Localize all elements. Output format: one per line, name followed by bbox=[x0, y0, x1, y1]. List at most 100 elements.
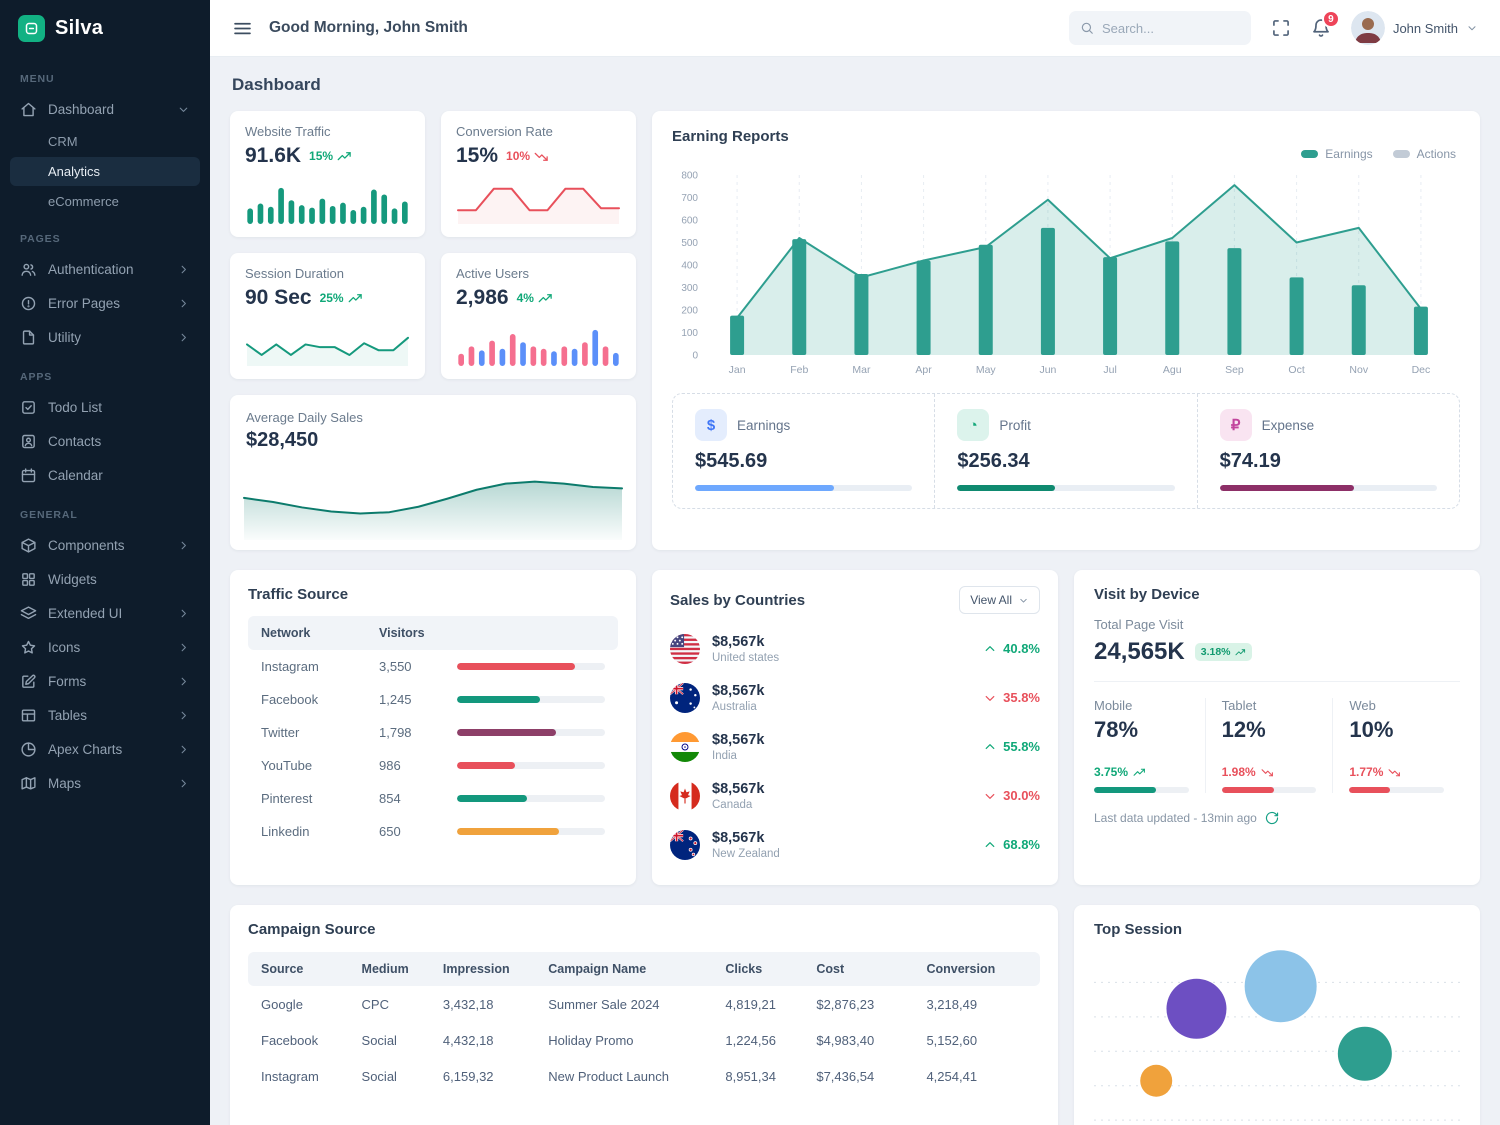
sidebar-item-calendar[interactable]: Calendar bbox=[10, 459, 200, 492]
stat-value: 91.6K bbox=[245, 144, 302, 167]
fullscreen-icon bbox=[1271, 18, 1291, 38]
svg-text:400: 400 bbox=[681, 261, 698, 272]
currency-icon: ₽ bbox=[1219, 409, 1252, 441]
device-bar bbox=[1349, 787, 1445, 793]
legend-swatch bbox=[1392, 150, 1410, 158]
trend-up-icon bbox=[348, 291, 363, 306]
stat-card-website-traffic: Website Traffic 91.6K 15% bbox=[230, 111, 425, 237]
stat-card-conversion-rate: Conversion Rate 15% 10% bbox=[441, 111, 636, 237]
average-daily-sales-value: $28,450 bbox=[246, 429, 319, 451]
search-input[interactable] bbox=[1101, 20, 1232, 36]
earning-reports-chart: 0 100 200 300 400 500 600 700 800 Jan Feb Mar Apr May… bbox=[672, 165, 1460, 379]
menu-toggle-icon[interactable] bbox=[232, 18, 253, 39]
chevron-right-icon bbox=[177, 777, 190, 790]
chevron-right-icon bbox=[177, 331, 190, 344]
progress-bar bbox=[957, 485, 1175, 491]
stat-title: Session Duration bbox=[245, 266, 344, 281]
grid-icon bbox=[20, 571, 37, 588]
stat-value: 15% bbox=[456, 144, 499, 167]
active-users-chart bbox=[456, 321, 621, 366]
top-bar: Good Morning, John Smith 9 John Smith bbox=[210, 0, 1500, 57]
campaign-source-card: Campaign Source Source Medium Impression… bbox=[230, 905, 1058, 1125]
sidebar-item-todo-list[interactable]: Todo List bbox=[10, 391, 200, 424]
table-row: Instagram 3,550 bbox=[248, 650, 618, 683]
stat-value: 2,986 bbox=[456, 286, 509, 309]
last-updated-text: Last data updated - 13min ago bbox=[1094, 811, 1257, 825]
trend-up-icon bbox=[337, 149, 352, 164]
svg-text:Feb: Feb bbox=[790, 364, 808, 376]
svg-text:0: 0 bbox=[692, 351, 698, 362]
sidebar-item-contacts[interactable]: Contacts bbox=[10, 425, 200, 458]
sidebar-item-analytics[interactable]: Analytics bbox=[10, 157, 200, 186]
sidebar-item-components[interactable]: Components bbox=[10, 529, 200, 562]
sidebar-item-forms[interactable]: Forms bbox=[10, 665, 200, 698]
svg-text:100: 100 bbox=[681, 328, 698, 339]
summary-earnings: $ Earnings $545.69 bbox=[673, 394, 934, 508]
card-subtitle: Average Daily Sales bbox=[246, 410, 363, 425]
country-row-new-zealand: $8,567k New Zealand 68.8% bbox=[670, 820, 1040, 869]
user-name: John Smith bbox=[1392, 20, 1458, 36]
dollar-icon: $ bbox=[695, 409, 727, 441]
chevron-right-icon bbox=[177, 641, 190, 654]
notifications-button[interactable]: 9 bbox=[1311, 10, 1340, 38]
country-change: 30.0% bbox=[983, 788, 1040, 803]
visitors-bar bbox=[457, 663, 605, 670]
stat-delta: 15% bbox=[309, 149, 352, 164]
card-title: Campaign Source bbox=[248, 921, 376, 938]
sidebar-item-dashboard[interactable]: Dashboard bbox=[10, 93, 200, 126]
visitors-bar bbox=[457, 795, 605, 802]
legend-actions: Actions bbox=[1392, 147, 1456, 161]
sidebar-item-utility[interactable]: Utility bbox=[10, 321, 200, 354]
sidebar-item-ecommerce[interactable]: eCommerce bbox=[48, 194, 119, 209]
chevron-right-icon bbox=[177, 743, 190, 756]
country-row-united-states: $8,567k United states 40.8% bbox=[670, 624, 1040, 673]
sidebar-item-authentication[interactable]: Authentication bbox=[10, 253, 200, 286]
sidebar-item-extended-ui[interactable]: Extended UI bbox=[10, 597, 200, 630]
sidebar-item-tables[interactable]: Tables bbox=[10, 699, 200, 732]
box-icon bbox=[20, 537, 37, 554]
user-menu[interactable]: John Smith bbox=[1350, 11, 1478, 45]
average-daily-sales-chart bbox=[242, 466, 624, 540]
summary-profit: ◔ Profit $256.34 bbox=[934, 394, 1196, 508]
sidebar: Silva MENU Dashboard CRM Analytics eComm… bbox=[0, 0, 210, 1125]
brand-logo[interactable]: Silva bbox=[0, 0, 210, 57]
search-box[interactable] bbox=[1068, 11, 1251, 45]
card-title: Visit by Device bbox=[1094, 586, 1200, 603]
country-change: 35.8% bbox=[983, 690, 1040, 705]
home-icon bbox=[20, 101, 37, 118]
caret-down-icon bbox=[983, 691, 997, 705]
sales-by-countries-card: Sales by Countries View All $8,567k Unit… bbox=[652, 570, 1058, 885]
sidebar-item-maps[interactable]: Maps bbox=[10, 767, 200, 800]
sidebar-item-icons[interactable]: Icons bbox=[10, 631, 200, 664]
sidebar-item-widgets[interactable]: Widgets bbox=[10, 563, 200, 596]
trend-up-icon bbox=[1235, 647, 1246, 658]
total-change-badge: 3.18% bbox=[1194, 643, 1252, 661]
legend-earnings: Earnings bbox=[1301, 147, 1373, 161]
legend-swatch bbox=[1301, 150, 1319, 158]
file-icon bbox=[20, 329, 37, 346]
flag-in-icon bbox=[670, 731, 700, 762]
svg-text:Mar: Mar bbox=[852, 364, 871, 376]
device-mobile: Mobile 78% 3.75% bbox=[1094, 698, 1205, 793]
caret-up-icon bbox=[983, 740, 997, 754]
sidebar-item-apex-charts[interactable]: Apex Charts bbox=[10, 733, 200, 766]
trend-up-icon bbox=[538, 291, 553, 306]
caret-up-icon bbox=[983, 838, 997, 852]
visit-by-device-card: Visit by Device Total Page Visit 24,565K… bbox=[1074, 570, 1480, 885]
sidebar-item-crm[interactable]: CRM bbox=[48, 134, 78, 149]
summary-value: $545.69 bbox=[695, 450, 768, 472]
chevron-right-icon bbox=[177, 539, 190, 552]
earning-reports-card: Earning Reports Earnings Actions 0 100 200… bbox=[652, 111, 1480, 550]
sidebar-section-label-general: GENERAL bbox=[20, 509, 78, 521]
fullscreen-button[interactable] bbox=[1271, 18, 1291, 38]
device-bar bbox=[1221, 787, 1317, 793]
refresh-icon[interactable] bbox=[1265, 811, 1279, 825]
sidebar-item-error-pages[interactable]: Error Pages bbox=[10, 287, 200, 320]
map-icon bbox=[20, 775, 37, 792]
view-all-button[interactable]: View All bbox=[959, 586, 1040, 614]
table-row: Linkedin 650 bbox=[248, 815, 618, 848]
svg-text:300: 300 bbox=[681, 283, 698, 294]
svg-text:Apr: Apr bbox=[915, 364, 932, 376]
svg-text:800: 800 bbox=[681, 171, 698, 182]
